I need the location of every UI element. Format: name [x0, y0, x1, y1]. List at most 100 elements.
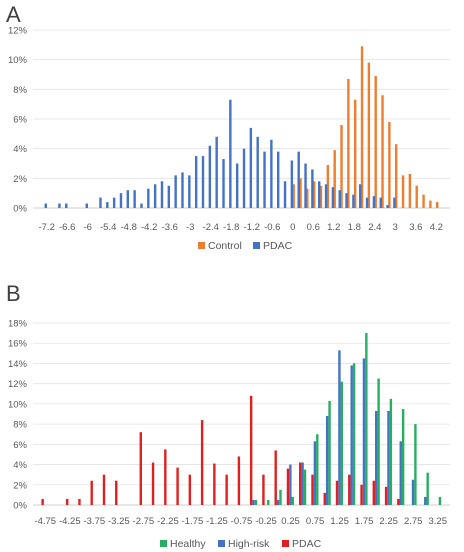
chart1-bar-pdac: [249, 127, 253, 208]
chart2-bar-high-risk: [387, 410, 390, 505]
chart2-y-tick-label: 12%: [8, 379, 28, 390]
chart2-x-tick-label: -4.25: [59, 516, 81, 527]
chart1-bar-pdac: [290, 160, 294, 208]
chart2-y-tick-label: 0%: [13, 501, 27, 512]
chart1-bar-pdac: [386, 205, 389, 208]
chart2-bar-pdac: [274, 450, 277, 505]
chart2-y-tick-label: 10%: [8, 399, 28, 410]
chart2-bar-pdac: [262, 474, 265, 505]
chart1-bar-pdac: [331, 187, 335, 208]
chart1-bar-control: [340, 124, 343, 208]
chart2-bar-pdac: [41, 498, 44, 505]
chart1-bar-pdac: [365, 197, 369, 208]
chart2-bar-healthy: [279, 489, 282, 505]
chart2-legend-swatch-pdac: [282, 540, 289, 547]
chart1-x-tick-label: -1.2: [244, 222, 260, 233]
chart2-y-tick-label: 14%: [8, 359, 28, 370]
chart2-x-tick-label: 1.75: [355, 516, 374, 527]
chart1-bar-pdac: [215, 136, 218, 208]
chart1-bar-pdac: [222, 159, 225, 208]
chart1-bar-pdac: [85, 203, 88, 208]
chart1-bar-pdac: [99, 197, 102, 208]
chart1-y-tick-label: 0%: [13, 204, 27, 215]
chart1-bar-pdac: [112, 197, 116, 208]
chart2-bar-healthy: [267, 499, 270, 505]
chart1-x-tick-label: 0.6: [307, 222, 320, 233]
chart1-bar-pdac: [65, 203, 68, 208]
chart1-bar-pdac: [229, 99, 232, 208]
chart1-bar-pdac: [304, 163, 307, 208]
chart2-bar-pdac: [90, 480, 93, 505]
chart1-bar-control: [422, 194, 425, 208]
chart2-x-tick-label: -2.75: [133, 516, 155, 527]
chart2-bar-healthy: [414, 424, 417, 505]
chart2-legend-swatch-healthy: [160, 540, 167, 547]
panel-label-a: A: [6, 2, 21, 27]
chart2-legend-label-pdac: PDAC: [292, 538, 322, 550]
chart2-bar-healthy: [352, 363, 356, 505]
chart1-bar-pdac: [133, 190, 136, 208]
chart2-bar-pdac: [200, 420, 204, 505]
chart1-bar-pdac: [311, 169, 314, 208]
chart1-x-tick-label: -0.6: [264, 222, 280, 233]
chart1-legend-label-pdac: PDAC: [263, 240, 293, 252]
chart1-bar-pdac: [188, 175, 191, 208]
chart1-y-tick-label: 8%: [13, 85, 27, 96]
chart1-bar-pdac: [174, 175, 177, 208]
chart1-bar-control: [374, 75, 377, 208]
chart1-bar-pdac: [318, 181, 321, 208]
chart2-bar-healthy: [328, 400, 331, 505]
chart2-bar-pdac: [335, 480, 339, 505]
chart2-legend-label-high-risk: High-risk: [228, 538, 270, 550]
chart2-bar-healthy: [340, 381, 344, 505]
chart1-bar-pdac: [160, 181, 164, 208]
chart2-bar-pdac: [139, 432, 142, 505]
chart1-bar-pdac: [338, 190, 341, 208]
chart2-bar-pdac: [360, 484, 363, 505]
chart1-x-tick-label: 4.2: [430, 222, 443, 233]
chart1-bar-control: [388, 121, 391, 208]
chart2-x-tick-label: -0.75: [231, 516, 253, 527]
chart1-bar-control: [333, 150, 336, 208]
chart2-bar-pdac: [188, 474, 192, 505]
chart1-bar-control: [367, 62, 371, 208]
chart1-legend-label-control: Control: [208, 240, 242, 252]
chart1-bar-control: [401, 175, 405, 208]
chart2-bar-high-risk: [301, 462, 304, 505]
chart2-bar-healthy: [401, 408, 405, 505]
chart2-bar-pdac: [299, 462, 302, 505]
chart2-bar-pdac: [164, 449, 167, 505]
chart1-bar-pdac: [106, 202, 109, 208]
chart1-bar-pdac: [126, 190, 129, 208]
chart1-bar-pdac: [372, 196, 376, 208]
chart1-bar-control: [436, 202, 439, 208]
chart1-bar-pdac: [140, 203, 143, 208]
chart1-bar-pdac: [44, 203, 47, 208]
chart1-y-tick-label: 6%: [13, 115, 27, 126]
chart1-x-tick-label: 0: [290, 222, 295, 233]
chart1-bar-pdac: [345, 193, 348, 208]
chart1-bar-pdac: [277, 151, 280, 208]
chart1-bar-pdac: [58, 203, 61, 208]
chart2-bar-healthy: [365, 333, 368, 505]
chart2-bar-pdac: [151, 462, 155, 505]
chart2-bar-high-risk: [375, 410, 378, 505]
chart2-bar-pdac: [311, 474, 314, 505]
chart2-bar-healthy: [389, 398, 393, 505]
chart1-bar-control: [408, 173, 412, 208]
chart2-bar-healthy: [254, 499, 258, 505]
chart1-legend-swatch-control: [198, 242, 205, 249]
chart2-bar-healthy: [316, 434, 319, 505]
chart2-bar-healthy: [438, 496, 442, 505]
chart1-y-tick-label: 2%: [13, 174, 27, 185]
chart2-y-tick-label: 2%: [13, 480, 27, 491]
chart1-bar-pdac: [324, 184, 328, 208]
chart1-x-tick-label: -7.2: [38, 222, 54, 233]
chart2-y-tick-label: 16%: [8, 339, 28, 350]
chart2-bar-high-risk: [325, 416, 329, 505]
chart1-x-tick-label: 3.6: [409, 222, 422, 233]
chart1-bar-pdac: [153, 184, 157, 208]
chart2-bar-high-risk: [362, 358, 366, 505]
chart1-bar-pdac: [263, 151, 266, 208]
